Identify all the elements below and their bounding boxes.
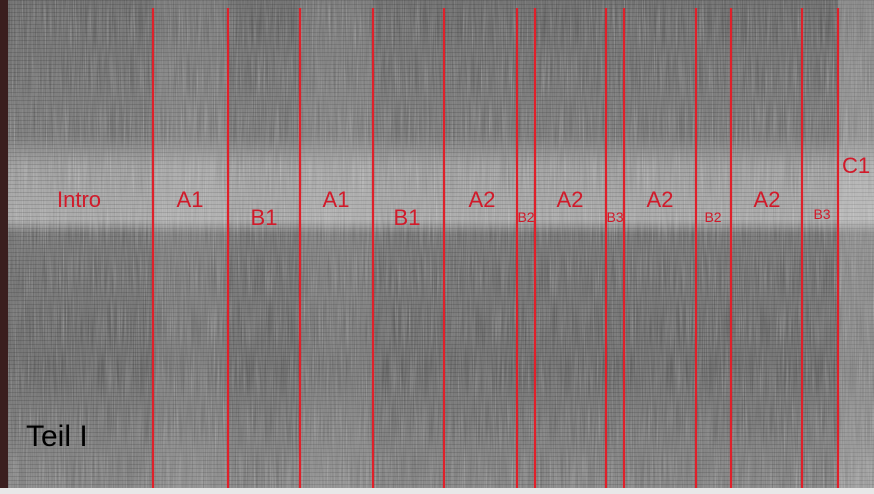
section-label: B1 bbox=[394, 205, 421, 230]
section-label: A2 bbox=[557, 187, 584, 212]
part-label: Teil I bbox=[26, 420, 88, 453]
section-label: B3 bbox=[606, 209, 623, 225]
section-shade bbox=[300, 0, 373, 488]
section-label: A2 bbox=[647, 187, 674, 212]
time-axis bbox=[0, 488, 874, 494]
section-label: Intro bbox=[57, 187, 101, 212]
section-label: A1 bbox=[177, 187, 204, 212]
frequency-axis bbox=[0, 0, 8, 494]
section-label: C1 bbox=[842, 153, 870, 178]
section-label: A2 bbox=[469, 187, 496, 212]
section-label: A2 bbox=[754, 187, 781, 212]
spectrogram-view: Intro A1 B1 A1 B1 A2 B2 A2 B3 A2 B2 A2 B… bbox=[0, 0, 874, 494]
section-label: A1 bbox=[323, 187, 350, 212]
section-label: B2 bbox=[704, 209, 721, 225]
section-label: B1 bbox=[251, 205, 278, 230]
section-label: B3 bbox=[813, 206, 830, 222]
section-shade bbox=[153, 0, 228, 488]
section-label: B2 bbox=[517, 209, 534, 225]
section-shade bbox=[838, 0, 874, 488]
spectrogram-rows bbox=[8, 0, 874, 488]
